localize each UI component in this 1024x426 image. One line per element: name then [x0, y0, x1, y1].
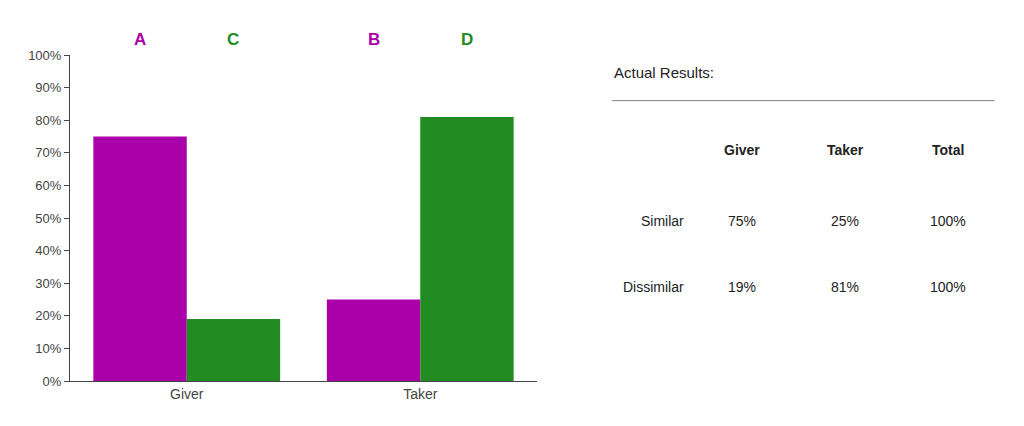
- svg-text:Dissimilar: Dissimilar: [623, 279, 684, 295]
- svg-text:80%: 80%: [35, 113, 61, 128]
- svg-text:Giver: Giver: [170, 386, 204, 402]
- svg-text:30%: 30%: [35, 276, 61, 291]
- svg-text:10%: 10%: [35, 341, 61, 356]
- svg-text:100%: 100%: [930, 213, 966, 229]
- svg-text:C: C: [227, 30, 239, 49]
- svg-text:40%: 40%: [35, 243, 61, 258]
- svg-text:D: D: [461, 30, 473, 49]
- svg-text:Taker: Taker: [403, 386, 438, 402]
- svg-text:Total: Total: [932, 142, 964, 158]
- svg-text:19%: 19%: [728, 279, 756, 295]
- svg-text:Giver: Giver: [724, 142, 760, 158]
- svg-text:B: B: [368, 30, 380, 49]
- svg-text:Similar: Similar: [641, 213, 684, 229]
- svg-text:60%: 60%: [35, 178, 61, 193]
- svg-text:Actual Results:: Actual Results:: [614, 64, 714, 81]
- svg-text:0%: 0%: [43, 374, 62, 389]
- svg-text:75%: 75%: [728, 213, 756, 229]
- svg-text:25%: 25%: [831, 213, 859, 229]
- svg-text:81%: 81%: [831, 279, 859, 295]
- svg-text:Taker: Taker: [827, 142, 864, 158]
- svg-text:100%: 100%: [930, 279, 966, 295]
- svg-text:20%: 20%: [35, 308, 61, 323]
- svg-text:A: A: [134, 30, 146, 49]
- svg-text:100%: 100%: [28, 48, 62, 63]
- svg-text:90%: 90%: [35, 80, 61, 95]
- svg-text:50%: 50%: [35, 211, 61, 226]
- svg-text:70%: 70%: [35, 145, 61, 160]
